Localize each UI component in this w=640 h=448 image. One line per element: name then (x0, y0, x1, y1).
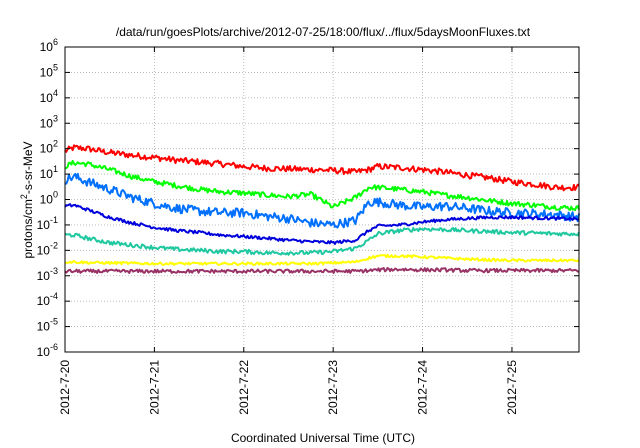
series-line-4 (64, 203, 580, 245)
x-tick-label: 2012-7-24 (416, 360, 430, 415)
x-tick-labels: 2012-7-20 2012-7-21 2012-7-22 2012-7-23 2012… (58, 360, 519, 415)
y-tick-label-base: 10 (40, 65, 54, 79)
y-tick-label-exp: -6 (50, 342, 58, 352)
y-tick-label-base: 10 (40, 91, 54, 105)
y-tick-label-exp: -5 (50, 317, 58, 327)
y-axis-label-base: protons/cm (21, 199, 35, 258)
y-tick-label-base: 10 (40, 193, 54, 207)
ticks (64, 46, 579, 353)
x-tick-label: 2012-7-22 (237, 360, 251, 415)
y-tick-label: 102 (40, 139, 58, 156)
y-axis-label-sup: 2 (19, 194, 29, 199)
series-line-5 (64, 227, 580, 256)
x-tick-label: 2012-7-20 (58, 360, 72, 415)
y-tick-label: 101 (40, 164, 58, 181)
y-tick-label-exp: 4 (53, 88, 58, 98)
y-tick-label-exp: 3 (53, 113, 58, 123)
y-tick-label: 10-1 (37, 215, 58, 232)
series-layer (64, 144, 580, 274)
y-tick-label-base: 10 (37, 218, 51, 232)
y-tick-label: 106 (40, 37, 58, 54)
series-line-7 (64, 267, 580, 274)
y-tick-label-exp: 0 (53, 190, 58, 200)
series-line-1 (64, 144, 580, 192)
y-axis-label-rest: -s-sr-MeV (21, 141, 35, 194)
x-tick-label: 2012-7-21 (147, 360, 161, 415)
y-tick-label-exp: -4 (50, 291, 58, 301)
y-tick-label-base: 10 (37, 243, 51, 257)
y-tick-label-base: 10 (40, 142, 54, 156)
y-tick-label-exp: 6 (53, 37, 58, 47)
y-tick-label-base: 10 (40, 40, 54, 54)
y-tick-label: 10-2 (37, 240, 58, 257)
y-tick-label: 10-4 (37, 291, 58, 308)
y-tick-label-exp: -3 (50, 266, 58, 276)
y-tick-label: 10-5 (37, 317, 58, 334)
y-tick-label-base: 10 (40, 167, 54, 181)
x-axis-label: Coordinated Universal Time (UTC) (231, 431, 415, 445)
y-tick-label: 104 (40, 88, 58, 105)
x-tick-label: 2012-7-25 (505, 360, 519, 415)
y-tick-label: 10-6 (37, 342, 58, 359)
chart-title: /data/run/goesPlots/archive/2012-07-25/1… (116, 25, 531, 39)
series-line-3 (65, 172, 580, 229)
y-tick-label: 105 (40, 62, 58, 79)
y-tick-label-base: 10 (37, 294, 51, 308)
series-line-6 (64, 253, 580, 266)
y-tick-label-exp: -1 (50, 215, 58, 225)
y-tick-labels: 10-610-510-410-310-210-11001011021031041… (37, 37, 58, 359)
y-tick-label: 10-3 (37, 266, 58, 283)
y-tick-label: 103 (40, 113, 58, 130)
x-tick-label: 2012-7-23 (326, 360, 340, 415)
y-tick-label-base: 10 (37, 320, 51, 334)
y-tick-label-exp: -2 (50, 240, 58, 250)
y-tick-label-base: 10 (37, 345, 51, 359)
y-tick-label-base: 10 (40, 116, 54, 130)
y-tick-label-exp: 1 (53, 164, 58, 174)
y-tick-label: 100 (40, 190, 58, 207)
y-tick-label-exp: 2 (53, 139, 58, 149)
y-axis-label: protons/cm2-s-sr-MeV (19, 141, 35, 258)
y-tick-label-base: 10 (37, 269, 51, 283)
series-line-2 (64, 159, 580, 212)
y-tick-label-exp: 5 (53, 62, 58, 72)
